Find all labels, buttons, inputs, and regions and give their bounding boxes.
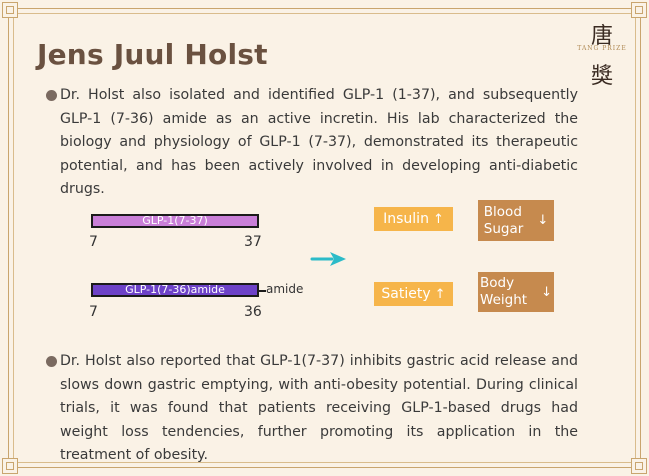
tang-prize-logo: 唐 TANG PRIZE 獎 bbox=[577, 18, 627, 89]
frame-corner-ornament bbox=[631, 2, 647, 18]
paragraph-isolation: Dr. Holst also isolated and identified G… bbox=[60, 87, 578, 197]
logo-character-top: 唐 bbox=[590, 24, 613, 49]
page-title: Jens Juul Holst bbox=[37, 38, 268, 71]
blood-sugar-label-line1: Blood bbox=[483, 203, 522, 220]
satiety-increase-badge: Satiety ↑ bbox=[374, 282, 453, 306]
peptide2-end-number: 36 bbox=[244, 304, 262, 320]
satiety-label: Satiety bbox=[381, 286, 431, 302]
peptide-bar-glp1-7-37: GLP-1(7-37) bbox=[91, 214, 259, 228]
down-arrow-icon: ↓ bbox=[541, 284, 552, 300]
bullet-icon bbox=[46, 356, 57, 367]
logo-subtitle: TANG PRIZE bbox=[577, 45, 627, 52]
blood-sugar-label: Blood Sugar bbox=[484, 204, 524, 238]
decorative-frame-outer bbox=[8, 8, 641, 468]
blood-sugar-decrease-badge: Blood Sugar ↓ bbox=[478, 200, 554, 241]
blood-sugar-label-line2: Sugar bbox=[483, 220, 524, 237]
frame-corner-ornament bbox=[2, 458, 18, 474]
amide-label: amide bbox=[266, 282, 304, 296]
peptide2-start-number: 7 bbox=[89, 304, 98, 320]
up-arrow-icon: ↑ bbox=[434, 286, 446, 302]
body-weight-label-line2: Weight bbox=[480, 292, 528, 308]
body-weight-label: Body Weight bbox=[480, 275, 527, 309]
decorative-frame-inner bbox=[13, 13, 636, 463]
body-weight-decrease-badge: Body Weight ↓ bbox=[478, 272, 554, 312]
peptide-bar-glp1-7-36-amide: GLP-1(7-36)amide bbox=[91, 283, 259, 297]
up-arrow-icon: ↑ bbox=[432, 211, 444, 227]
down-arrow-icon: ↓ bbox=[537, 213, 549, 228]
logo-character-bottom: 獎 bbox=[590, 64, 613, 89]
peptide1-start-number: 7 bbox=[89, 234, 98, 250]
paragraph-gastric-effects: Dr. Holst also reported that GLP-1(7-37)… bbox=[60, 353, 578, 463]
insulin-label: Insulin bbox=[383, 211, 429, 227]
insulin-increase-badge: Insulin ↑ bbox=[374, 207, 453, 231]
bullet-icon bbox=[46, 90, 57, 101]
right-arrow-icon bbox=[310, 252, 346, 266]
amide-connector bbox=[259, 290, 266, 292]
frame-corner-ornament bbox=[2, 2, 18, 18]
body-weight-label-line1: Body bbox=[480, 275, 515, 291]
frame-corner-ornament bbox=[631, 458, 647, 474]
peptide1-end-number: 37 bbox=[244, 234, 262, 250]
